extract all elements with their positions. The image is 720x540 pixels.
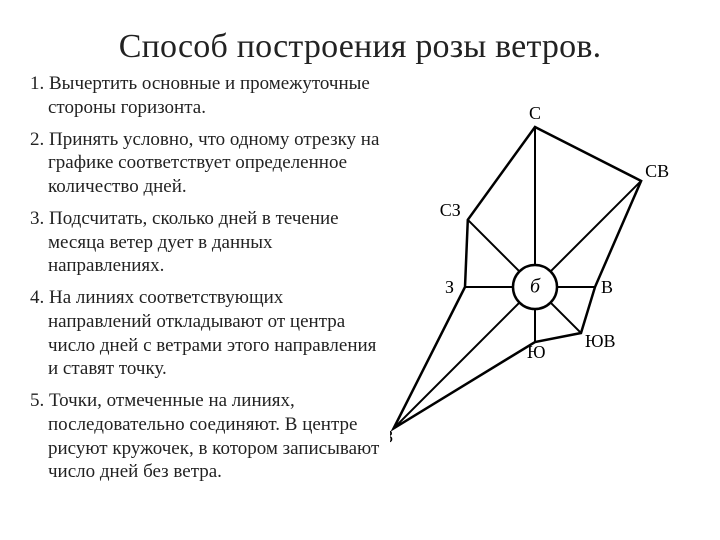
label-sw: ЮЗ [390,426,393,446]
slide-root: Способ построения розы ветров. 1. Вычерт… [0,0,720,540]
axis-se [551,303,581,333]
step-2: 2. Принять условно, что одному отрезку н… [30,128,390,199]
label-nw: СЗ [440,200,461,220]
content-row: 1. Вычертить основные и промежуточные ст… [30,72,690,492]
step-4: 4. На линиях соответствующих направлений… [30,286,390,381]
label-w: З [445,277,454,297]
steps-list: 1. Вычертить основные и промежуточные ст… [30,72,390,492]
step-5: 5. Точки, отмеченные на линиях, последов… [30,389,390,484]
axis-nw [468,220,520,272]
wind-rose-svg: б С СВ В ЮВ Ю ЮЗ З СЗ [390,72,690,492]
label-s: Ю [527,342,546,362]
label-e: В [601,277,613,297]
center-label: б [530,276,541,298]
page-title: Способ построения розы ветров. [30,28,690,66]
axis-ne [551,181,642,272]
label-ne: СВ [645,161,669,181]
label-se: ЮВ [585,331,616,351]
axis-sw [394,303,520,429]
label-n: С [529,103,541,123]
wind-rose-diagram: б С СВ В ЮВ Ю ЮЗ З СЗ [390,72,690,492]
step-3: 3. Подсчитать, сколько дней в течение ме… [30,207,390,278]
step-1: 1. Вычертить основные и промежуточные ст… [30,72,390,120]
